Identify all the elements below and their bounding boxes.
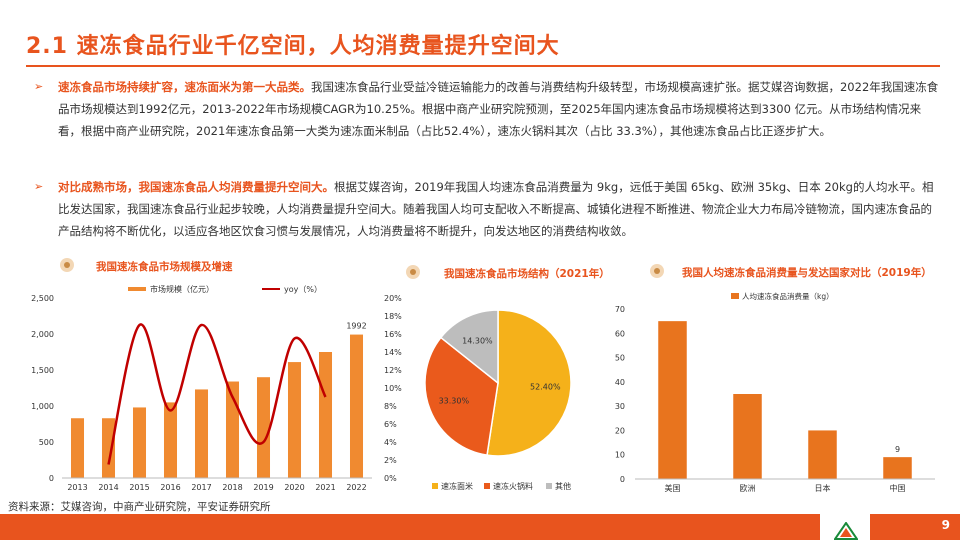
x-tick-label: 2016 [160,483,180,492]
y2-tick-label: 18% [384,312,402,321]
y-tick-label: 20 [615,426,625,435]
y-tick-label: 50 [615,354,625,363]
y-tick-label: 30 [615,402,625,411]
circle-bullet-icon [650,264,664,278]
y-tick-label: 2,000 [31,330,54,339]
market-size-bar [163,402,178,478]
y2-tick-label: 12% [384,366,402,375]
x-tick-label: 2018 [222,483,242,492]
title-divider [26,65,940,67]
per-capita-bar [658,321,687,479]
per-capita-chart-svg: 人均速冻食品消费量（kg） 0 10 20 30 40 50 60 70 美国 欧洲 日本 中国 9 [615,291,935,493]
page-number: 9 [941,518,950,532]
x-tick-label: 2021 [315,483,335,492]
company-logo-icon [834,522,858,540]
y-tick-label: 60 [615,329,625,338]
market-size-bar [70,418,85,478]
x-tick-label: 2013 [67,483,87,492]
y2-tick-label: 14% [384,348,402,357]
paragraph-body: 根据艾媒咨询，2019年我国人均速冻食品消费量为 9kg，远低于美国 65kg、… [58,180,934,238]
y-tick-label: 40 [615,378,625,387]
y-tick-label: 500 [39,438,54,447]
legend-swatch [484,483,490,489]
y-tick-label: 10 [615,451,625,460]
chart-title-structure: 我国速冻食品市场结构（2021年） [444,268,610,280]
arrow-bullet-icon: ➢ [34,180,44,193]
y-tick-label: 2,500 [31,294,54,303]
x-tick-label: 2017 [191,483,211,492]
circle-bullet-icon [406,265,420,279]
legend-label: 人均速冻食品消费量（kg） [742,291,834,301]
chart1-legend: 市场规模（亿元） yoy（%） [128,284,322,294]
y-tick-label: 1,000 [31,402,54,411]
market-size-bar [349,334,364,478]
market-size-bar [194,389,209,478]
x-tick-label: 2015 [129,483,149,492]
pie-slice [424,336,499,457]
legend-bar-swatch [731,293,739,299]
x-tick-label: 中国 [890,483,906,493]
market-size-chart: 市场规模（亿元） yoy（%） 0 500 1,000 1,500 2,000 2,500… [0,280,410,495]
market-size-chart-svg: 市场规模（亿元） yoy（%） 0 500 1,000 1,500 2,000 2,500… [31,284,402,492]
y2-tick-label: 0% [384,474,397,483]
market-size-bar [101,418,116,478]
y2-tick-label: 8% [384,402,397,411]
legend-swatch [432,483,438,489]
y2-tick-label: 16% [384,330,402,339]
paragraph-highlight: 速冻食品市场持续扩容，速冻面米为第一大品类。 [58,80,311,94]
pie-slice [439,309,499,385]
market-size-bar [132,407,147,478]
market-size-bar [256,377,271,478]
pie-value-label: 14.30% [462,336,493,345]
arrow-bullet-icon: ➢ [34,80,44,93]
pie-value-label: 33.30% [439,396,470,405]
market-size-bar [318,352,333,478]
y-tick-label: 0 [49,474,54,483]
legend-label: 速冻面米 [441,481,473,491]
yoy-growth-line [107,323,327,465]
y-tick-label: 70 [615,305,625,314]
paragraph-highlight: 对比成熟市场，我国速冻食品人均消费量提升空间大。 [58,180,334,194]
x-tick-label: 2020 [284,483,304,492]
x-tick-label: 2019 [253,483,273,492]
legend-label: 其他 [555,481,571,491]
per-capita-bar [808,430,837,479]
y2-tick-label: 4% [384,438,397,447]
paragraph-per-capita: ➢ 对比成熟市场，我国速冻食品人均消费量提升空间大。根据艾媒咨询，2019年我国… [34,176,940,242]
paragraph-body: 我国速冻食品行业受益冷链运输能力的改善与消费结构升级转型，市场规模高速扩张。据艾… [58,80,939,138]
y-tick-label: 0 [620,475,625,484]
pie-value-label: 52.40% [530,383,561,392]
legend-bar-label: 市场规模（亿元） [150,284,214,294]
x-tick-label: 日本 [815,483,831,493]
market-structure-pie-svg: 52.40% 33.30% 14.30% 速冻面米 速冻火锅料 其他 [424,309,572,491]
x-tick-label: 欧洲 [740,483,756,493]
per-capita-bar [883,457,912,479]
source-note: 资料来源：艾媒咨询，中商产业研究院，平安证券研究所 [8,501,271,513]
market-structure-pie-chart: 52.40% 33.30% 14.30% 速冻面米 速冻火锅料 其他 [410,285,600,495]
y2-tick-label: 6% [384,420,397,429]
y-tick-label: 1,500 [31,366,54,375]
market-size-bar [287,362,302,478]
bar-value-label-china: 9 [895,445,900,454]
legend-swatch [546,483,552,489]
chart-title-market-size: 我国速冻食品市场规模及增速 [96,261,233,273]
legend-bar-swatch [128,287,146,291]
chart-title-per-capita: 我国人均速冻食品消费量与发达国家对比（2019年） [682,267,932,279]
pie-slice [486,309,572,457]
y2-tick-label: 2% [384,456,397,465]
legend-line-label: yoy（%） [284,285,322,294]
legend-label: 速冻火锅料 [493,481,533,491]
footer-bar [0,514,960,540]
per-capita-chart: 人均速冻食品消费量（kg） 0 10 20 30 40 50 60 70 美国 欧洲 日本 中国 9 [605,283,945,495]
x-tick-label: 2022 [346,483,366,492]
per-capita-bar [733,394,762,479]
y2-tick-label: 20% [384,294,402,303]
x-tick-label: 2014 [98,483,118,492]
y2-tick-label: 10% [384,384,402,393]
page-title: 2.1 速冻食品行业千亿空间，人均消费量提升空间大 [26,34,560,59]
bar-value-label-2022: 1992 [346,322,366,331]
x-tick-label: 美国 [665,483,681,493]
circle-bullet-icon [60,258,74,272]
paragraph-market-growth: ➢ 速冻食品市场持续扩容，速冻面米为第一大品类。我国速冻食品行业受益冷链运输能力… [34,76,940,142]
